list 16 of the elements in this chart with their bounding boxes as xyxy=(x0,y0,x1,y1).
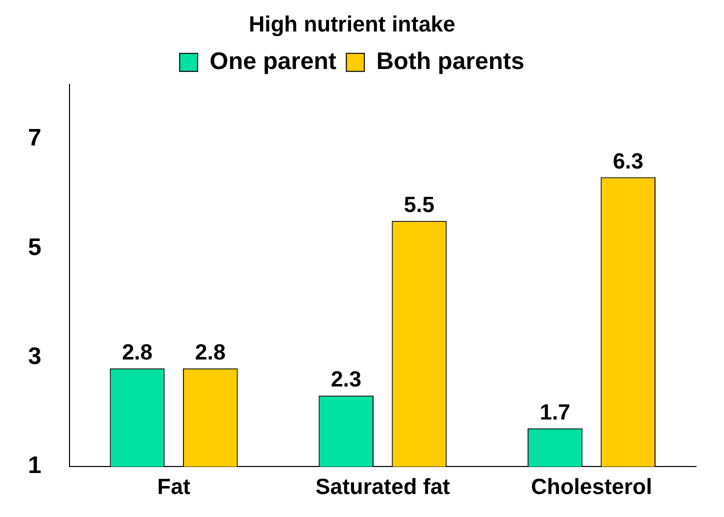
data-label: 6.3 xyxy=(612,148,644,174)
y-tick-label: 7 xyxy=(28,124,42,152)
y-tick-label: 1 xyxy=(28,452,42,480)
data-label: 5.5 xyxy=(404,192,435,217)
legend-label: One parent xyxy=(210,48,336,76)
data-label: 1.7 xyxy=(540,399,570,424)
data-label: 2.8 xyxy=(122,339,153,364)
x-tick-label: Fat xyxy=(157,474,191,499)
x-tick-label: Cholesterol xyxy=(531,474,652,499)
x-tick-label: Saturated fat xyxy=(315,474,451,499)
data-label: 2.8 xyxy=(195,339,226,364)
chart-title: High nutrient intake xyxy=(248,11,456,36)
data-label: 2.3 xyxy=(330,366,362,392)
legend-label: Both parents xyxy=(376,48,524,76)
y-tick-label: 3 xyxy=(28,343,42,370)
y-tick-label: 5 xyxy=(28,234,42,261)
